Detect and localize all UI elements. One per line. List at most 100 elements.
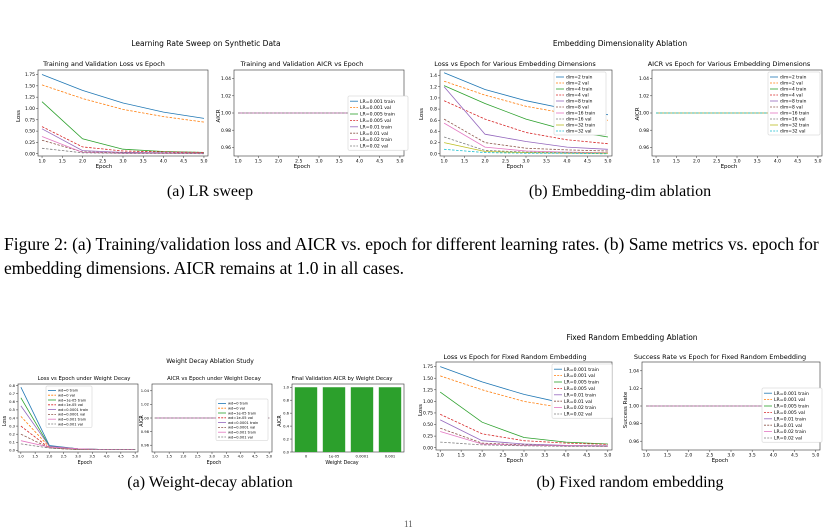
fixed_loss-xtick-label: 1.5 xyxy=(458,453,465,459)
legend-entry: LR=0.005 train xyxy=(360,112,395,118)
wd_aicr-ytick-label: 1.02 xyxy=(141,403,149,407)
dim-ablation-figure: Embedding Dimensionality Ablation Loss v… xyxy=(419,39,823,170)
fixed_loss-xtick-label: 2.5 xyxy=(499,453,506,459)
dim_loss-ytick-label: 0.2 xyxy=(430,140,437,146)
legend-entry: LR=0.01 val xyxy=(564,399,592,405)
legend-entry: LR=0.001 val xyxy=(360,105,391,111)
legend-entry: LR=0.01 train xyxy=(360,124,392,130)
dim_aicr-xtick-label: 4.0 xyxy=(774,159,781,165)
lr_loss-ytick-label: 0.50 xyxy=(25,129,35,135)
wd-bar-title: Final Validation AICR by Weight Decay xyxy=(292,376,393,382)
fixed_success-xtick-label: 4.5 xyxy=(791,453,798,459)
wd_aicr-xtick-label: 3.5 xyxy=(223,455,230,459)
fixed_success-xtick-label: 2.5 xyxy=(706,453,713,459)
legend-entry: wd=1e-05 train xyxy=(228,411,256,415)
lr_loss-xtick-label: 2.0 xyxy=(79,159,86,165)
figure3-panel-b: Fixed Random Embedding Ablation Loss vs … xyxy=(414,326,826,466)
legend-entry: dim=4 train xyxy=(566,87,593,93)
fixed_loss-xtick-label: 4.5 xyxy=(583,453,590,459)
fixed-loss-xlabel: Epoch xyxy=(507,458,524,464)
lr_loss-ytick-label: 0.25 xyxy=(25,140,35,146)
lr_loss-ytick-label: 1.75 xyxy=(25,72,35,78)
legend-entry: dim=8 val xyxy=(780,105,803,111)
leg-fixed2-frame xyxy=(761,387,823,443)
lr_aicr-xtick-label: 4.5 xyxy=(376,159,383,165)
wd_bar-ytick-label: 0.6 xyxy=(283,411,290,415)
wd_loss-ytick-label: 0.3 xyxy=(9,424,16,428)
fixed_loss-ytick-label: 1.50 xyxy=(423,376,433,382)
page-number: 11 xyxy=(404,519,413,529)
fixed_loss-ytick-label: 0.50 xyxy=(423,422,433,428)
fixed_loss-xtick-label: 3.0 xyxy=(520,453,527,459)
wd_aicr-xtick-label: 4.5 xyxy=(252,455,259,459)
dim_aicr-xtick-label: 4.5 xyxy=(794,159,801,165)
fixed_success-ytick-label: 0.96 xyxy=(629,439,639,445)
lr_loss-xtick-label: 5.0 xyxy=(200,159,207,165)
wd-bar-xlabel: Weight Decay xyxy=(325,460,358,466)
fixed_success-xtick-label: 5.0 xyxy=(812,453,819,459)
lr_loss-xtick-label: 3.5 xyxy=(140,159,147,165)
wd_loss-xtick-label: 1.5 xyxy=(32,455,39,459)
legend-entry: LR=0.02 train xyxy=(360,137,392,143)
wd_aicr-ytick-label: 0.98 xyxy=(141,430,150,434)
dim-loss-title: Loss vs Epoch for Various Embedding Dime… xyxy=(434,60,596,68)
legend-entry: wd=0.001 train xyxy=(58,417,86,421)
dim_loss-ytick-label: 0.4 xyxy=(430,129,437,135)
lr-aicr-chart: 1.0 1.5 2.0 2.5 3.0 3.5 4.0 4.5 5.0 0.96 0.98 1.00 1… xyxy=(221,69,405,165)
wd_aicr-ytick-label: 1.00 xyxy=(141,416,150,420)
wd_loss-ytick-label: 0.8 xyxy=(9,384,16,388)
wd-bar-category-label: 0.001 xyxy=(385,455,396,459)
lr_aicr-ytick-label: 1.00 xyxy=(221,111,231,117)
fixed_loss-series-line xyxy=(440,419,608,447)
dim_loss-ytick-label: 0.0 xyxy=(430,151,437,157)
dim-aicr-xlabel: Epoch xyxy=(721,164,738,170)
wd-bar xyxy=(350,387,374,452)
wd_bar-ytick-label: 0.0 xyxy=(283,450,290,454)
legend-entry: dim=32 train xyxy=(566,123,595,129)
dim_loss-series-line xyxy=(443,136,608,154)
wd_loss-xtick-label: 2.5 xyxy=(61,455,68,459)
fixed_success-ytick-label: 1.02 xyxy=(629,386,639,392)
legend-entry: wd=0.0001 train xyxy=(58,408,88,412)
dim_loss-ytick-label: 0.8 xyxy=(430,107,437,113)
legend-entry: wd=0.001 val xyxy=(58,422,83,426)
legend-entry: wd=1e-05 val xyxy=(58,403,83,407)
fixed_loss-xtick-label: 1.0 xyxy=(437,453,444,459)
wd_bar-ytick-label: 0.4 xyxy=(283,424,290,428)
legend-entry: LR=0.02 train xyxy=(564,405,596,411)
legend-entry: dim=16 val xyxy=(566,117,591,123)
fixed_success-xtick-label: 3.0 xyxy=(727,453,734,459)
lr_loss-xtick-label: 4.5 xyxy=(180,159,187,165)
legend-entry: dim=2 val xyxy=(566,81,589,87)
lr-loss-xlabel: Epoch xyxy=(96,164,113,170)
lr_loss-xtick-label: 2.5 xyxy=(99,159,106,165)
wd-bar-ylabel: AICR xyxy=(277,415,283,427)
legend-entry: LR=0.001 train xyxy=(774,391,809,397)
legend-entry: dim=32 val xyxy=(780,129,805,135)
wd-bar-category-label: 1e-05 xyxy=(329,455,340,459)
dim-aicr-title: AICR vs Epoch for Various Embedding Dime… xyxy=(648,60,811,68)
legend-entry: LR=0.001 train xyxy=(360,99,395,105)
wd-bar-chart: 0 1e-05 0.0001 0.001 0.0 0.2 0.4 0.6 0.8 1.0 xyxy=(283,383,405,459)
dim_aicr-xtick-label: 2.5 xyxy=(713,159,720,165)
legend-entry: dim=8 val xyxy=(566,105,589,111)
lr_aicr-ytick-label: 1.04 xyxy=(221,76,231,82)
lr_aicr-xtick-label: 2.5 xyxy=(295,159,302,165)
wd-bar xyxy=(378,387,402,452)
legend-entry: wd=0 val xyxy=(58,393,75,397)
dim_loss-ytick-label: 0.6 xyxy=(430,118,437,124)
wd_aicr-xtick-label: 1.0 xyxy=(152,455,159,459)
lr_loss-ytick-label: 0.75 xyxy=(25,117,35,123)
dim_loss-series-line xyxy=(444,148,608,155)
fixed_loss-xtick-label: 2.0 xyxy=(479,453,486,459)
wd_loss-xtick-label: 1.0 xyxy=(18,455,25,459)
figure2-subcaption-b: (b) Embedding-dim ablation xyxy=(528,183,712,200)
lr_loss-series-line xyxy=(41,126,205,153)
legend-entry: LR=0.01 val xyxy=(360,131,388,137)
figure2-label: Figure 2: xyxy=(4,234,68,254)
fixed_loss-series-line xyxy=(439,391,608,445)
legend-entry: LR=0.005 train xyxy=(564,380,599,386)
legend-entry: wd=0.001 val xyxy=(228,435,253,439)
